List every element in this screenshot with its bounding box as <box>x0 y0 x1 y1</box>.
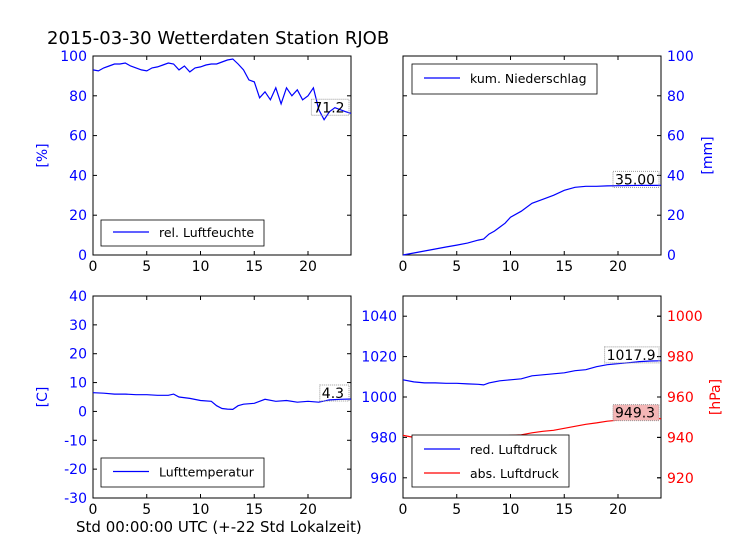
series-line-lufttemperatur <box>92 392 352 411</box>
y-tick-label: 0 <box>667 248 676 264</box>
end-value-label: 4.3 <box>322 386 344 402</box>
y-tick-label: 20 <box>69 347 87 363</box>
y-axis-label: [C] <box>35 387 51 408</box>
end-value-box <box>612 404 660 422</box>
y-tick-label: 100 <box>60 49 87 65</box>
x-tick-label: 20 <box>299 259 317 275</box>
y2-axis-label: [hPa] <box>708 379 724 415</box>
y-tick-label: 1040 <box>361 309 397 325</box>
x-tick-label: 10 <box>502 502 520 518</box>
chart-panel-top-right: 0 5 10 15 20 0 20 40 60 80 100 [mm] 35.00 kum. Nieder… <box>399 49 716 275</box>
y-tick-label: 20 <box>69 208 87 224</box>
y-tick-label: 40 <box>667 168 685 184</box>
y2-tick-label: 940 <box>667 430 694 446</box>
end-value-box <box>604 346 660 364</box>
x-tick-label: 10 <box>502 259 520 275</box>
y-tick-label: 100 <box>667 49 694 65</box>
chart-panel-bottom-left: 0 5 10 15 20 -30 -20 -10 0 10 20 30 40 [C] 4.3 Lufttemp… <box>35 289 352 518</box>
y2-tick-label: 960 <box>667 390 694 406</box>
y-tick-label: 1020 <box>361 350 397 366</box>
end-value-label: 71.2 <box>313 100 344 116</box>
end-value-label: 35.00 <box>615 172 655 188</box>
legend-box <box>100 219 265 247</box>
x-tick-label: 20 <box>609 502 627 518</box>
plot-frame <box>92 55 352 256</box>
y-tick-label: 20 <box>667 208 685 224</box>
x-tick-label: 10 <box>192 502 210 518</box>
end-value-box <box>319 384 350 402</box>
y-tick-label: 960 <box>370 471 397 487</box>
y-tick-label: 0 <box>78 404 87 420</box>
y-tick-label: -10 <box>64 433 87 449</box>
x-tick-label: 0 <box>89 259 98 275</box>
y2-tick-label: 980 <box>667 350 694 366</box>
chart-panel-bottom-right: 0 5 10 15 20 960 980 1000 1020 1040 920 940 960 980 10… <box>361 295 724 518</box>
y-axis-label: [mm] <box>700 136 716 174</box>
x-tick-label: 15 <box>245 502 263 518</box>
y-tick-label: 1000 <box>361 390 397 406</box>
x-tick-label: 5 <box>452 259 461 275</box>
end-value-box <box>612 170 660 188</box>
x-tick-label: 0 <box>399 259 408 275</box>
x-tick-label: 10 <box>192 259 210 275</box>
end-value-label: 1017.9 <box>607 348 656 364</box>
legend-box <box>100 457 265 488</box>
legend-label: abs. Luftdruck <box>470 466 560 481</box>
y-tick-label: 980 <box>370 430 397 446</box>
legend-label: kum. Niederschlag <box>470 71 587 86</box>
x-tick-label: 0 <box>89 502 98 518</box>
y2-tick-label: 920 <box>667 471 694 487</box>
y-tick-label: 40 <box>69 168 87 184</box>
x-tick-label: 5 <box>452 502 461 518</box>
chart-panel-top-left: 0 5 10 15 20 0 20 40 60 80 100 [%] 71.2 rel. Luftfeuc… <box>35 49 352 275</box>
legend-box <box>411 63 598 95</box>
x-tick-label: 0 <box>399 502 408 518</box>
page-title: 2015-03-30 Wetterdaten Station RJOB <box>47 28 389 49</box>
series-line-red-luftdruck <box>402 360 662 386</box>
y-tick-label: 60 <box>667 129 685 145</box>
x-tick-label: 15 <box>245 259 263 275</box>
x-tick-label: 20 <box>299 502 317 518</box>
x-axis-footer-label: Std 00:00:00 UTC (+-22 Std Lokalzeit) <box>76 518 362 536</box>
x-tick-label: 5 <box>142 502 151 518</box>
y-tick-label: 40 <box>69 289 87 305</box>
end-value-box <box>310 98 350 116</box>
series-line-kum-niederschlag <box>402 184 661 256</box>
y-tick-label: 30 <box>69 318 87 334</box>
plot-frame <box>402 55 662 256</box>
y-tick-label: -20 <box>64 462 87 478</box>
y-tick-label: 60 <box>69 129 87 145</box>
legend-box <box>411 434 570 488</box>
y-axis-label: [%] <box>35 143 51 167</box>
legend-label: Lufttemperatur <box>159 465 255 480</box>
y-tick-label: 0 <box>78 248 87 264</box>
y2-tick-label: 1000 <box>667 309 703 325</box>
x-tick-label: 20 <box>609 259 627 275</box>
legend-label: red. Luftdruck <box>470 442 558 457</box>
y-tick-label: 80 <box>667 89 685 105</box>
x-tick-label: 5 <box>142 259 151 275</box>
y-tick-label: 10 <box>69 376 87 392</box>
x-tick-label: 15 <box>555 502 573 518</box>
y-tick-label: 80 <box>69 89 87 105</box>
y-tick-label: -30 <box>64 491 87 507</box>
plot-frame <box>92 295 352 499</box>
x-tick-label: 15 <box>555 259 573 275</box>
end-value-label: 949.3 <box>615 406 655 422</box>
legend-label: rel. Luftfeuchte <box>159 225 254 240</box>
series-line-rel-luftfeuchte <box>92 58 352 121</box>
